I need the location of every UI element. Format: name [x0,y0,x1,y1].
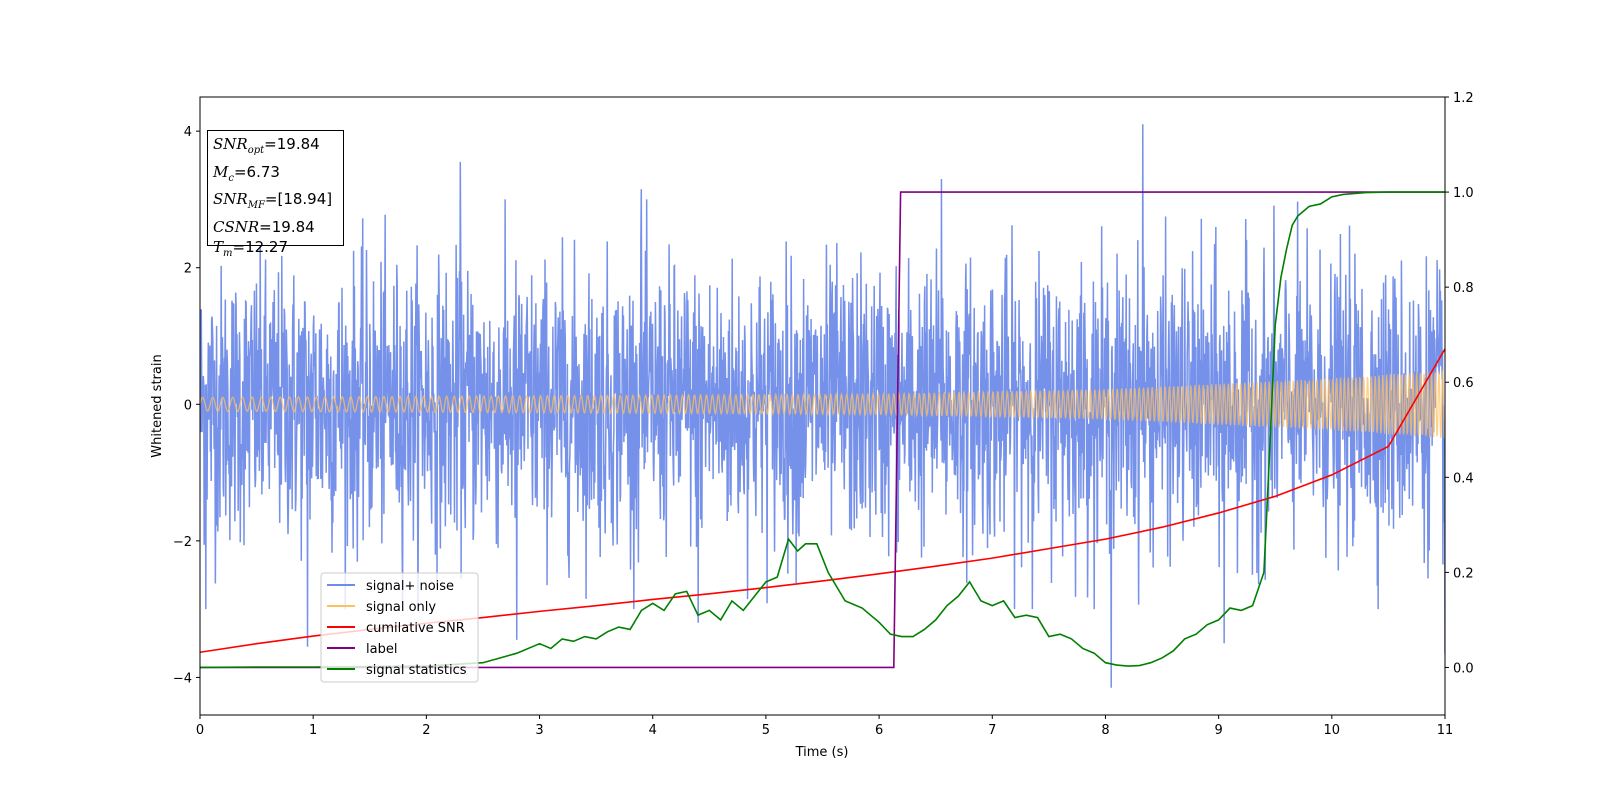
csnr-line: CSNR=19.84 [213,217,315,236]
x-tick-label: 4 [649,723,657,738]
y-right-tick-label: 0.2 [1453,566,1474,581]
legend-label: label [366,642,397,657]
x-tick-label: 1 [309,723,317,738]
snr-opt-line: SNRopt=19.84 [213,135,320,156]
x-tick-label: 5 [762,723,770,738]
legend-label: signal only [366,600,436,615]
x-tick-label: 8 [1101,723,1109,738]
x-axis: 0 1 2 3 4 5 6 7 8 9 10 11 [196,715,1453,738]
series-label-line [200,191,1445,669]
y-left-tick-label: −4 [173,671,192,686]
csnr-value: 19.84 [271,217,315,236]
legend: signal+ noise signal only cumilative SNR la… [320,572,479,683]
y-right-tick-label: 0.0 [1453,661,1474,676]
info-annotation-box: SNRopt=19.84 Mc=6.73 SNRMF=[18.94] CSNR=… [207,130,344,259]
y-left-tick-label: 4 [184,125,192,140]
legend-box [320,572,479,683]
series-signal-noise-line [200,124,1445,688]
x-tick-label: 0 [196,723,204,738]
y-axis-left: −4 −2 0 2 4 [173,125,200,686]
snr-mf-value: [18.94] [277,190,333,208]
legend-label: signal statistics [366,663,467,678]
legend-label: signal+ noise [366,579,454,594]
y-right-tick-label: 0.4 [1453,471,1474,486]
legend-label: cumilative SNR [366,621,465,636]
tm-line: Tm=12.27 [213,238,289,259]
y-right-tick-label: 0.8 [1453,281,1474,296]
y-right-tick-label: 1.0 [1453,186,1474,201]
snr-mf-line: SNRMF=[18.94] [213,190,333,211]
y-axis-right: 0.0 0.2 0.4 0.6 0.8 1.0 1.2 [1445,91,1474,676]
series-signal-only-line [200,370,1445,439]
mc-line: Mc=6.73 [213,162,280,184]
x-tick-label: 9 [1214,723,1222,738]
x-tick-label: 7 [988,723,996,738]
x-tick-label: 2 [422,723,430,738]
mc-value: 6.73 [246,162,280,181]
x-tick-label: 3 [535,723,543,738]
y-axis-label: Whitened strain [150,354,165,457]
y-left-tick-label: 0 [184,398,192,413]
x-axis-label: Time (s) [795,745,849,760]
y-right-tick-label: 0.6 [1453,376,1474,391]
x-tick-label: 11 [1437,723,1454,738]
y-left-tick-label: −2 [173,535,192,550]
snr-opt-value: 19.84 [276,135,320,153]
tm-value: 12.27 [245,238,289,256]
series-signal-statistics-line [200,191,1445,669]
x-tick-label: 10 [1324,723,1341,738]
x-tick-label: 6 [875,723,883,738]
y-right-tick-label: 1.2 [1453,91,1474,106]
axes-frame [199,96,1446,716]
y-left-tick-label: 2 [184,262,192,277]
